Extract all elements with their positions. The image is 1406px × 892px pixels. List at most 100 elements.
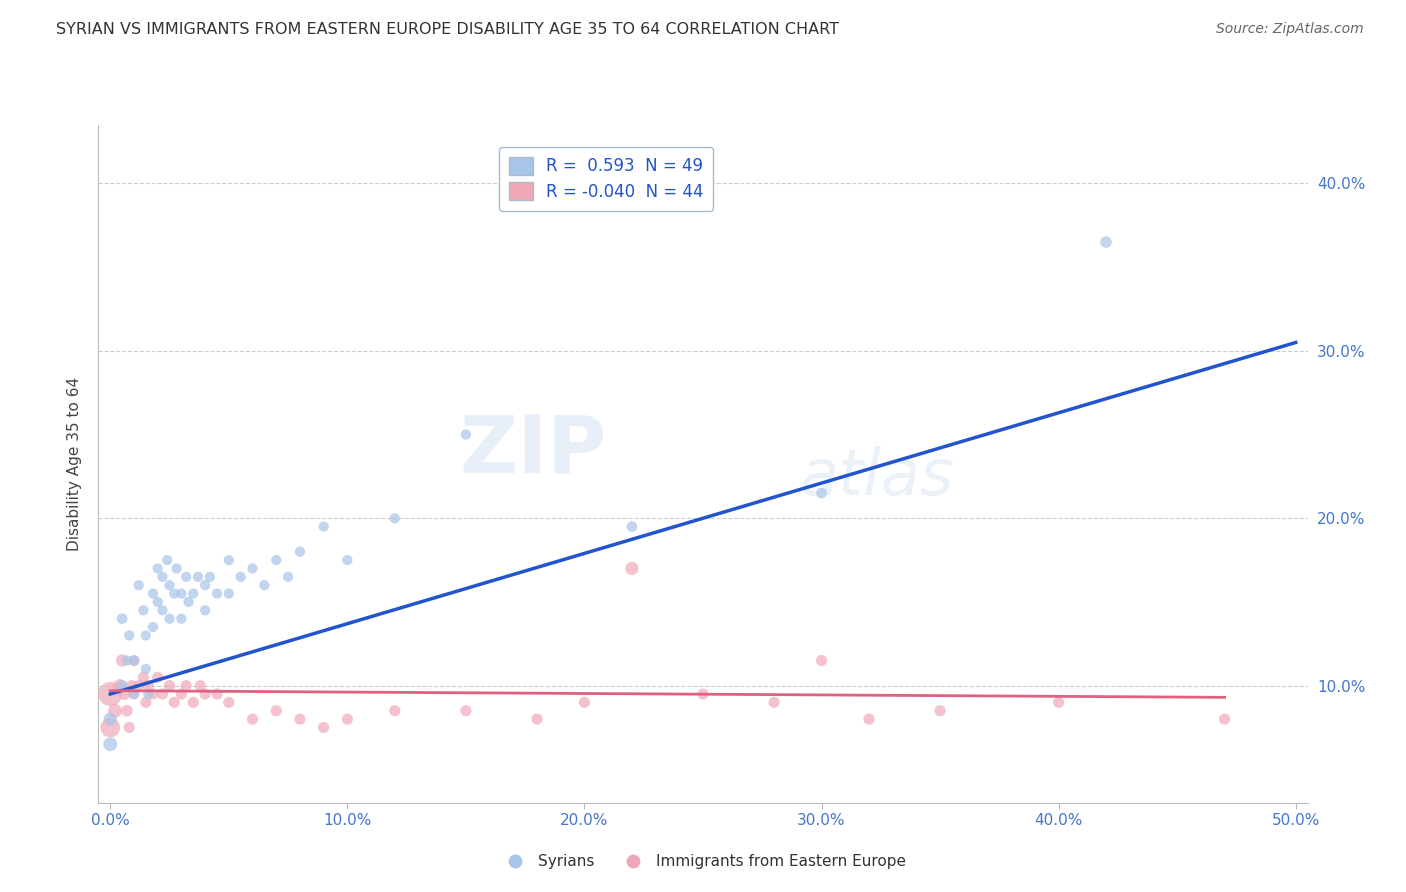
Point xyxy=(312,519,335,533)
Point xyxy=(135,662,157,676)
Point xyxy=(135,628,157,642)
Text: SYRIAN VS IMMIGRANTS FROM EASTERN EUROPE DISABILITY AGE 35 TO 64 CORRELATION CHA: SYRIAN VS IMMIGRANTS FROM EASTERN EUROPE… xyxy=(56,22,839,37)
Point xyxy=(118,721,141,735)
Point xyxy=(574,695,596,709)
Point xyxy=(108,679,131,693)
Point xyxy=(156,553,179,567)
Point xyxy=(336,553,359,567)
Point xyxy=(1213,712,1236,726)
Point xyxy=(1047,695,1070,709)
Point xyxy=(118,628,141,642)
Point xyxy=(174,570,197,584)
Point xyxy=(122,653,145,667)
Point xyxy=(620,561,643,575)
Point xyxy=(98,721,121,735)
Point xyxy=(277,570,299,584)
Point xyxy=(198,570,221,584)
Point xyxy=(163,695,186,709)
Point xyxy=(159,612,181,626)
Point xyxy=(142,687,165,701)
Point xyxy=(526,712,548,726)
Point xyxy=(288,545,311,559)
Point xyxy=(170,612,193,626)
Point xyxy=(146,595,169,609)
Point xyxy=(142,620,165,634)
Point xyxy=(122,687,145,701)
Point xyxy=(205,586,228,600)
Point xyxy=(152,687,174,701)
Legend: Syrians, Immigrants from Eastern Europe: Syrians, Immigrants from Eastern Europe xyxy=(494,848,912,875)
Point xyxy=(136,687,159,701)
Point xyxy=(132,603,155,617)
Point xyxy=(177,595,200,609)
Point xyxy=(454,704,477,718)
Text: atlas: atlas xyxy=(800,446,955,508)
Point xyxy=(264,553,287,567)
Point xyxy=(181,586,204,600)
Point xyxy=(242,712,264,726)
Text: Source: ZipAtlas.com: Source: ZipAtlas.com xyxy=(1216,22,1364,37)
Point xyxy=(159,578,181,592)
Point xyxy=(620,519,643,533)
Point xyxy=(115,704,138,718)
Point xyxy=(810,486,832,500)
Point xyxy=(128,679,150,693)
Point xyxy=(190,679,212,693)
Point xyxy=(242,561,264,575)
Point xyxy=(111,679,134,693)
Point xyxy=(159,679,181,693)
Point xyxy=(122,687,145,701)
Point xyxy=(218,586,240,600)
Point xyxy=(229,570,252,584)
Point xyxy=(218,553,240,567)
Point xyxy=(142,586,165,600)
Point xyxy=(194,687,217,701)
Point xyxy=(163,586,186,600)
Legend: R =  0.593  N = 49, R = -0.040  N = 44: R = 0.593 N = 49, R = -0.040 N = 44 xyxy=(499,147,713,211)
Point xyxy=(115,653,138,667)
Point xyxy=(264,704,287,718)
Point xyxy=(98,737,121,751)
Point xyxy=(218,695,240,709)
Point xyxy=(114,687,136,701)
Point xyxy=(929,704,952,718)
Point xyxy=(98,712,121,726)
Point xyxy=(104,704,127,718)
Point xyxy=(152,570,174,584)
Point xyxy=(205,687,228,701)
Point xyxy=(132,670,155,684)
Point xyxy=(194,578,217,592)
Point xyxy=(336,712,359,726)
Y-axis label: Disability Age 35 to 64: Disability Age 35 to 64 xyxy=(67,376,83,551)
Point xyxy=(152,603,174,617)
Text: ZIP: ZIP xyxy=(458,411,606,490)
Point xyxy=(312,721,335,735)
Point xyxy=(136,679,159,693)
Point xyxy=(763,695,786,709)
Point xyxy=(384,704,406,718)
Point xyxy=(187,570,209,584)
Point xyxy=(174,679,197,693)
Point xyxy=(111,653,134,667)
Point xyxy=(135,695,157,709)
Point xyxy=(194,603,217,617)
Point xyxy=(128,578,150,592)
Point xyxy=(170,687,193,701)
Point xyxy=(98,687,121,701)
Point xyxy=(810,653,832,667)
Point xyxy=(253,578,276,592)
Point xyxy=(1095,235,1118,249)
Point xyxy=(166,561,188,575)
Point xyxy=(170,586,193,600)
Point xyxy=(121,679,143,693)
Point xyxy=(454,427,477,442)
Point xyxy=(146,670,169,684)
Point xyxy=(181,695,204,709)
Point xyxy=(692,687,714,701)
Point xyxy=(288,712,311,726)
Point xyxy=(122,653,145,667)
Point xyxy=(111,612,134,626)
Point xyxy=(858,712,880,726)
Point xyxy=(146,561,169,575)
Point xyxy=(384,511,406,525)
